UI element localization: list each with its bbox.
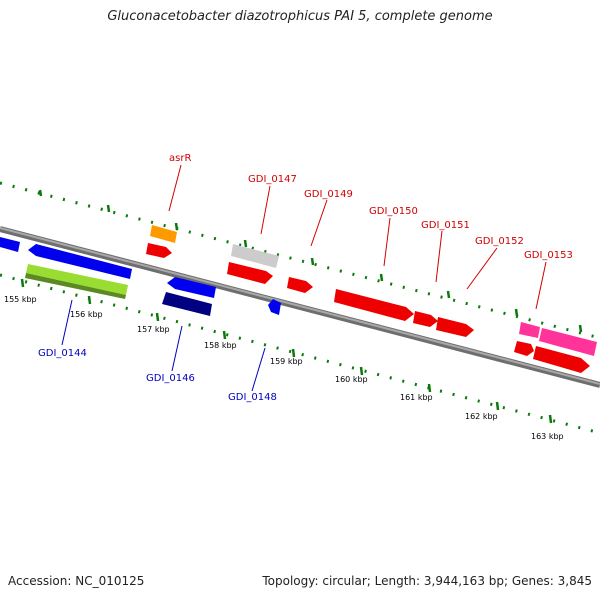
gene-red-0151[interactable] (413, 311, 438, 327)
gene-red-0154a[interactable] (514, 341, 534, 356)
gene-label-GDI_0152[interactable]: GDI_0152 (475, 236, 524, 247)
gene-red-0146b[interactable] (146, 243, 172, 258)
gene-label-GDI_0146[interactable]: GDI_0146 (146, 373, 195, 384)
genome-backbone-highlight (0, 227, 600, 385)
gene-label-GDI_0151[interactable]: GDI_0151 (421, 220, 470, 231)
page-title: Gluconacetobacter diazotrophicus PAI 5, … (107, 9, 493, 24)
gene-label-GDI_0150[interactable]: GDI_0150 (369, 206, 418, 217)
forward-leader-lines (168, 164, 547, 310)
gene-red-0147b[interactable] (227, 262, 273, 284)
reverse-leader-lines (61, 299, 266, 392)
gene-navy-0146[interactable] (162, 292, 212, 316)
gene-grey-0147[interactable] (231, 244, 279, 268)
gene-label-GDI_0144[interactable]: GDI_0144 (38, 348, 87, 359)
kbp-label: 158 kbp (204, 341, 237, 350)
gene-blue-0148[interactable] (268, 299, 281, 315)
gene-label-GDI_0147[interactable]: GDI_0147 (248, 174, 297, 185)
gene-red-0154b[interactable] (533, 346, 590, 373)
kbp-label: 161 kbp (400, 393, 433, 402)
gene-label-GDI_0148[interactable]: GDI_0148 (228, 392, 277, 403)
gene-red-0152[interactable] (436, 317, 474, 337)
gene-blue-leftmost[interactable] (0, 237, 20, 252)
gene-label-GDI_0153[interactable]: GDI_0153 (524, 250, 573, 261)
gene-label-asrR[interactable]: asrR (169, 153, 191, 164)
gene-pink-0153b[interactable] (539, 328, 597, 356)
gene-green-0144-shadow (25, 273, 126, 299)
kbp-label: 156 kbp (70, 310, 103, 319)
gene-pink-0153a[interactable] (519, 322, 540, 338)
kbp-label: 157 kbp (137, 325, 170, 334)
kbp-label: 163 kbp (531, 432, 564, 441)
gene-blue-0143[interactable] (28, 244, 132, 279)
gene-label-GDI_0149[interactable]: GDI_0149 (304, 189, 353, 200)
kbp-label: 160 kbp (335, 375, 368, 384)
gene-red-0149[interactable] (287, 277, 313, 293)
kbp-label: 155 kbp (4, 295, 37, 304)
topology-text: Topology: circular; Length: 3,944,163 bp… (262, 574, 592, 588)
kbp-label: 162 kbp (465, 412, 498, 421)
gene-blue-0145[interactable] (167, 277, 216, 298)
kbp-label: 159 kbp (270, 357, 303, 366)
upper-major-ticks (38, 189, 583, 333)
gene-green-0144[interactable] (26, 264, 128, 295)
gene-red-0150[interactable] (334, 289, 414, 321)
gene-orange-asrR[interactable] (150, 225, 177, 243)
lower-major-ticks (20, 278, 553, 424)
accession-text: Accession: NC_010125 (8, 574, 145, 588)
